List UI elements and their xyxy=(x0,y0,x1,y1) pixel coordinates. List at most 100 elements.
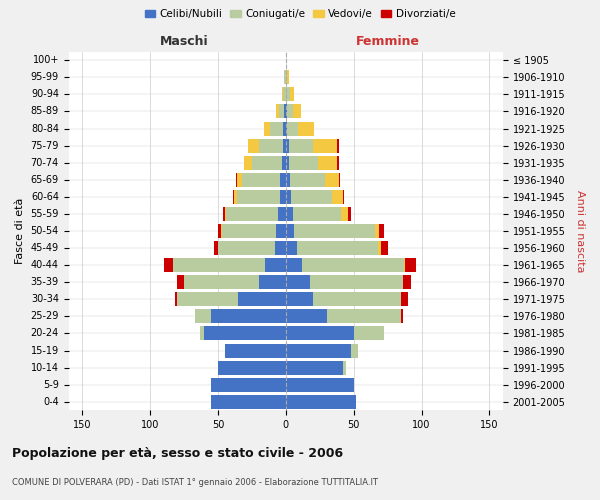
Bar xyxy=(244,156,252,170)
Bar xyxy=(332,190,343,204)
Bar xyxy=(326,310,401,324)
Bar xyxy=(286,344,351,357)
Bar xyxy=(286,138,289,152)
Bar xyxy=(259,275,286,289)
Bar xyxy=(177,275,184,289)
Bar xyxy=(195,310,211,324)
Bar xyxy=(348,207,351,221)
Bar xyxy=(225,344,286,357)
Bar xyxy=(286,156,289,170)
Bar xyxy=(211,378,286,392)
Bar xyxy=(218,241,275,255)
Bar xyxy=(279,104,284,118)
Bar xyxy=(343,190,344,204)
Bar xyxy=(226,207,278,221)
Bar xyxy=(280,190,286,204)
Bar xyxy=(223,207,225,221)
Text: Femmine: Femmine xyxy=(356,36,419,49)
Legend: Celibi/Nubili, Coniugati/e, Vedovi/e, Divorziati/e: Celibi/Nubili, Coniugati/e, Vedovi/e, Di… xyxy=(140,5,460,24)
Bar xyxy=(401,292,408,306)
Bar xyxy=(378,241,381,255)
Bar xyxy=(286,172,290,186)
Text: COMUNE DI POLVERARA (PD) - Dati ISTAT 1° gennaio 2006 - Elaborazione TUTTITALIA.: COMUNE DI POLVERARA (PD) - Dati ISTAT 1°… xyxy=(12,478,378,487)
Bar xyxy=(177,292,238,306)
Bar xyxy=(283,88,286,102)
Bar xyxy=(252,156,282,170)
Bar xyxy=(290,172,325,186)
Bar xyxy=(225,207,226,221)
Bar xyxy=(294,224,376,238)
Bar xyxy=(218,224,221,238)
Bar xyxy=(289,138,313,152)
Bar xyxy=(291,190,332,204)
Bar xyxy=(175,292,177,306)
Bar xyxy=(293,104,301,118)
Bar xyxy=(184,275,259,289)
Bar xyxy=(286,360,343,374)
Bar xyxy=(275,241,286,255)
Bar xyxy=(286,275,310,289)
Bar xyxy=(211,394,286,408)
Bar xyxy=(376,224,379,238)
Bar xyxy=(404,258,405,272)
Bar xyxy=(211,310,286,324)
Bar xyxy=(401,310,403,324)
Bar xyxy=(222,224,277,238)
Bar xyxy=(290,88,294,102)
Bar xyxy=(265,258,286,272)
Bar xyxy=(286,70,287,85)
Bar xyxy=(337,138,339,152)
Bar xyxy=(237,190,280,204)
Bar xyxy=(286,378,353,392)
Bar xyxy=(313,292,401,306)
Bar xyxy=(351,344,358,357)
Bar xyxy=(236,172,237,186)
Bar xyxy=(289,156,319,170)
Bar xyxy=(337,156,339,170)
Bar xyxy=(269,122,283,136)
Bar xyxy=(248,138,259,152)
Bar xyxy=(293,207,341,221)
Bar xyxy=(287,70,289,85)
Text: Popolazione per età, sesso e stato civile - 2006: Popolazione per età, sesso e stato civil… xyxy=(12,448,343,460)
Y-axis label: Fasce di età: Fasce di età xyxy=(15,198,25,264)
Bar xyxy=(164,258,173,272)
Y-axis label: Anni di nascita: Anni di nascita xyxy=(575,190,585,272)
Bar xyxy=(381,241,388,255)
Bar xyxy=(286,326,353,340)
Bar xyxy=(277,104,279,118)
Bar xyxy=(242,172,280,186)
Bar xyxy=(287,104,293,118)
Bar xyxy=(405,258,416,272)
Bar xyxy=(310,275,403,289)
Bar xyxy=(264,122,269,136)
Bar xyxy=(234,190,237,204)
Bar xyxy=(173,258,265,272)
Bar xyxy=(298,122,314,136)
Bar xyxy=(214,241,218,255)
Bar xyxy=(403,275,410,289)
Bar xyxy=(286,207,293,221)
Bar xyxy=(284,104,286,118)
Bar xyxy=(296,241,378,255)
Bar xyxy=(221,224,222,238)
Bar xyxy=(325,172,339,186)
Bar xyxy=(282,88,283,102)
Bar xyxy=(343,360,346,374)
Bar xyxy=(341,207,348,221)
Bar xyxy=(286,258,302,272)
Bar xyxy=(205,326,286,340)
Bar xyxy=(238,292,286,306)
Bar xyxy=(353,326,383,340)
Bar xyxy=(233,190,234,204)
Bar xyxy=(319,156,337,170)
Bar xyxy=(286,394,356,408)
Bar xyxy=(313,138,337,152)
Bar xyxy=(259,138,283,152)
Bar xyxy=(282,156,286,170)
Bar xyxy=(218,360,286,374)
Bar xyxy=(286,190,291,204)
Bar xyxy=(280,172,286,186)
Bar xyxy=(286,224,294,238)
Bar xyxy=(284,70,286,85)
